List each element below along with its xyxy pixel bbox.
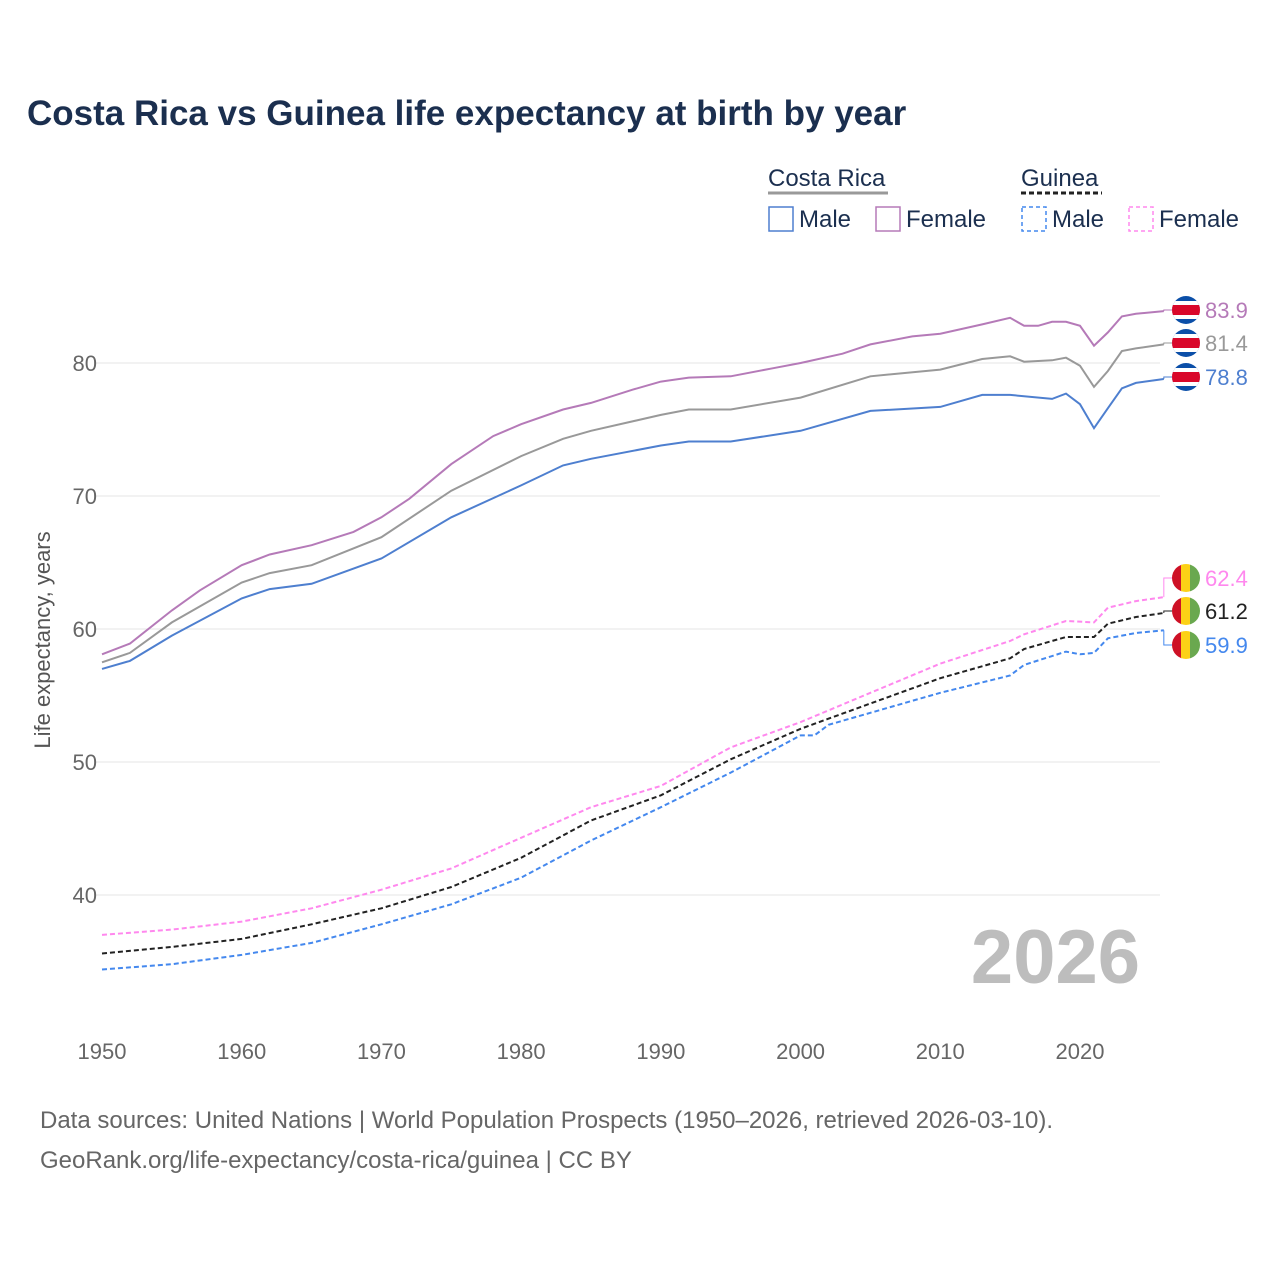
chart-title: Costa Rica vs Guinea life expectancy at … [27,94,907,133]
y-tick-label: 70 [73,484,97,509]
label-connector [1163,610,1172,614]
costa-rica-flag-icon [1172,329,1200,357]
legend-group-guinea: Guinea [1021,165,1099,192]
end-value-label: 62.4 [1205,566,1248,591]
legend-item-label: Female [1159,206,1239,233]
label-connector [1163,630,1172,646]
series-line [101,310,1164,656]
footer-link[interactable]: GeoRank.org/life-expectancy/costa-rica/g… [40,1147,632,1174]
legend-swatch [1128,206,1154,232]
label-connector [1163,577,1172,598]
y-tick-label: 60 [73,617,97,642]
legend-item-label: Male [1052,206,1104,233]
x-tick-label: 1980 [497,1039,546,1064]
label-connector [1163,342,1172,345]
label-connector [1163,376,1172,379]
x-tick-label: 1960 [217,1039,266,1064]
legend-item-label: Male [799,206,851,233]
legend-swatch [768,206,794,232]
series-line [101,343,1164,664]
end-value-label: 59.9 [1205,633,1248,658]
guinea-flag-icon [1172,564,1200,592]
legend-swatch [875,206,901,232]
costa-rica-flag-icon [1172,363,1200,391]
y-axis-label: Life expectancy, years [30,531,55,748]
y-tick-label: 40 [73,883,97,908]
legend-group-costa-rica: Costa Rica [768,165,886,192]
label-connector [1163,309,1172,312]
y-tick-label: 80 [73,351,97,376]
y-tick-label: 50 [73,750,97,775]
x-tick-label: 1970 [357,1039,406,1064]
year-watermark: 2026 [971,915,1140,1000]
x-tick-label: 2000 [776,1039,825,1064]
end-value-label: 61.2 [1205,599,1248,624]
x-tick-label: 1990 [636,1039,685,1064]
end-value-label: 78.8 [1205,365,1248,390]
end-value-label: 83.9 [1205,298,1248,323]
x-tick-label: 1950 [78,1039,127,1064]
series-line [101,629,1164,971]
series-line [101,612,1164,955]
x-tick-label: 2020 [1056,1039,1105,1064]
costa-rica-flag-icon [1172,296,1200,324]
legend-swatch [1021,206,1047,232]
legend-item-label: Female [906,206,986,233]
guinea-flag-icon [1172,631,1200,659]
series-line [101,378,1164,670]
series-line [101,596,1164,936]
footer-sources: Data sources: United Nations | World Pop… [40,1107,1054,1134]
x-tick-label: 2010 [916,1039,965,1064]
guinea-flag-icon [1172,597,1200,625]
end-value-label: 81.4 [1205,331,1248,356]
